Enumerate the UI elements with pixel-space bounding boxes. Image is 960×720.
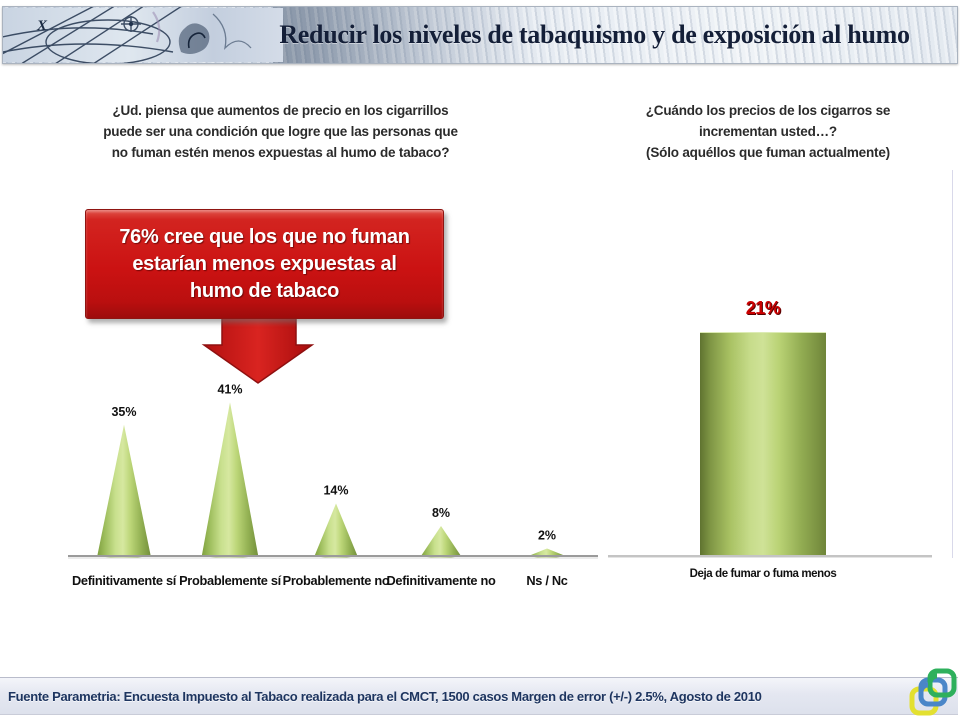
footer-source-text: Fuente Parametria: Encuesta Impuesto al … (8, 688, 762, 704)
callout-line-3: humo de tabaco (189, 279, 340, 302)
parametria-logo-icon (909, 668, 957, 716)
down-arrow-icon (201, 315, 315, 384)
header-banner: X Reducir los niveles de tabaquismo y de… (2, 6, 958, 64)
slide-title: Reducir los niveles de tabaquismo y de e… (279, 20, 910, 49)
svg-text:X: X (36, 18, 48, 34)
bar-category-label: Deja de fumar o fuma menos (689, 568, 837, 580)
cone-category-label: Probablemente sí (179, 573, 282, 588)
cone-chart: 35% Definitivamente sí 41% Probablemente sí… (68, 382, 598, 588)
cone-value-label: 14% (323, 484, 348, 498)
right-question-line-2: incrementan usted…? (699, 124, 837, 139)
frost-texture-dark (273, 7, 533, 63)
callout-line-1: 76% cree que los que no fuman (119, 225, 410, 248)
cone-shape (201, 402, 259, 558)
right-question-line-1: ¿Cuándo los precios de los cigarros se (645, 103, 891, 118)
cone-shape (314, 503, 358, 558)
cone-category-label: Definitivamente no (386, 573, 496, 588)
compass-sketch-image: X (3, 7, 283, 63)
left-question: ¿Ud. piensa que aumentos de precio en lo… (68, 100, 493, 163)
cone-category-label: Definitivamente sí (72, 573, 177, 588)
bar-chart-baseline (608, 555, 932, 558)
right-question-line-3: (Sólo aquéllos que fuman actualmente) (646, 145, 890, 160)
right-question: ¿Cuándo los precios de los cigarros se i… (592, 100, 944, 163)
cone-category-label: Ns / Nc (526, 573, 567, 588)
left-question-line-1: ¿Ud. piensa que aumentos de precio en lo… (112, 103, 449, 118)
bar-21pct (700, 332, 826, 557)
left-question-line-3: no fuman estén menos expuestas al humo d… (111, 145, 450, 160)
cone-value-label: 35% (111, 405, 136, 419)
cone-value-label: 2% (538, 529, 556, 543)
cone-value-label: 8% (432, 506, 450, 520)
footer-bar: Fuente Parametria: Encuesta Impuesto al … (0, 677, 958, 715)
cone-shape (97, 424, 151, 558)
bar-value-label: 21% (745, 298, 781, 318)
cone-shape (421, 526, 461, 558)
plot-area-border (952, 170, 953, 558)
cone-value-label: 41% (217, 382, 242, 396)
left-question-line-2: puede ser una condición que logre que la… (103, 124, 458, 139)
callout-box: 76% cree que los que no fuman estarían m… (85, 209, 444, 319)
cone-category-label: Probablemente no (283, 573, 390, 588)
callout-line-2: estarían menos expuestas al (132, 252, 397, 275)
